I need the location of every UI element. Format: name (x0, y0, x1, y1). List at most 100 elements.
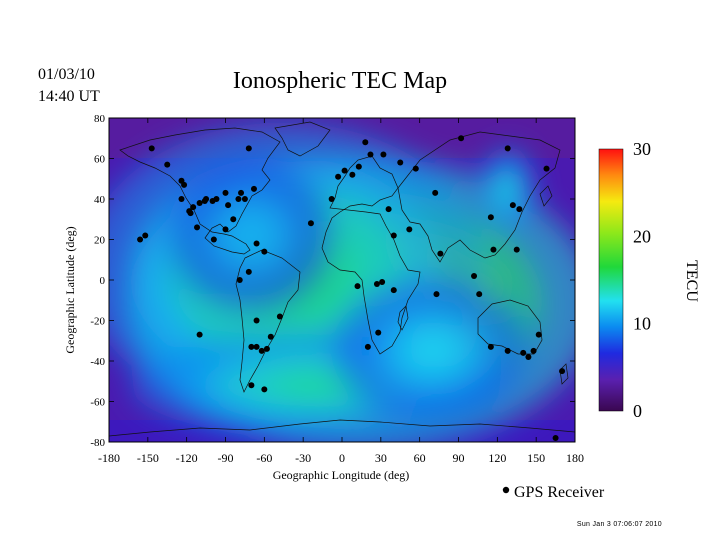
colorbar-label: TECU (683, 260, 700, 302)
gps-receiver-point (258, 347, 265, 354)
colorbar-tick-label: 30 (633, 139, 651, 159)
tec-blob-8-layer-4 (501, 179, 514, 199)
gps-receiver-point (213, 196, 220, 202)
gps-receiver-point (307, 220, 314, 227)
y-axis-label: Geographic Latitude (deg) (63, 226, 77, 353)
x-tick-label: 120 (488, 451, 506, 465)
gps-receiver-point (263, 345, 270, 352)
x-axis-label: Geographic Longitude (deg) (273, 468, 410, 482)
gps-receiver-point (490, 246, 497, 253)
timestamp-block: 01/03/10 14:40 UT (38, 64, 100, 108)
gps-receiver-point (504, 145, 511, 152)
y-tick-label: -80 (90, 437, 105, 449)
chart-title: Ionospheric TEC Map (232, 68, 448, 94)
gps-receiver-point (355, 163, 362, 170)
gps-receiver-point (530, 347, 537, 354)
gps-receiver-point (354, 283, 361, 290)
legend-gps-marker (502, 486, 510, 494)
gps-receiver-point (379, 279, 386, 286)
coastlines (109, 121, 575, 437)
gps-receiver-point (222, 226, 229, 233)
gps-receiver-point (250, 185, 257, 192)
gps-receiver-point (235, 196, 242, 202)
y-tick-label: -60 (90, 397, 105, 409)
gps-receiver-point (181, 181, 188, 188)
gps-receiver-point (390, 287, 397, 294)
gps-receiver-point (412, 165, 419, 172)
colorbar-ticks: 30 20 10 0 (633, 139, 651, 421)
gps-receiver-point (267, 333, 274, 340)
tec-blob-6-layer-4 (409, 333, 456, 368)
gps-receiver-point (253, 317, 260, 324)
gps-receiver-point (230, 216, 237, 223)
x-tick-label: -90 (218, 451, 234, 465)
x-tick-label: -180 (98, 451, 120, 465)
x-tick-label: 90 (453, 451, 465, 465)
x-tick-label: -150 (137, 451, 159, 465)
y-tick-label: 40 (94, 194, 106, 206)
gps-receiver-point (535, 331, 542, 338)
gps-receiver-point (559, 368, 566, 375)
coast-madagascar (397, 305, 409, 331)
coast-asia (397, 131, 561, 263)
y-tick-label: 20 (94, 235, 106, 247)
gps-receiver-point (210, 236, 217, 243)
gps-receiver-point (194, 224, 201, 231)
gps-receiver-point (222, 189, 229, 196)
gps-receiver-point (487, 343, 494, 350)
gps-receiver-point (341, 167, 348, 174)
coast-europe-africa (321, 155, 421, 355)
generation-timestamp: Sun Jan 3 07:06:07 2010 (576, 521, 662, 528)
x-tick-label: -60 (256, 451, 272, 465)
gps-receiver-point (406, 226, 413, 233)
y-tick-label: -20 (90, 316, 105, 328)
gps-receiver-point (364, 343, 371, 350)
gps-receiver-point (142, 232, 149, 239)
x-tick-label: -30 (295, 451, 311, 465)
gps-receiver-point (349, 171, 356, 178)
y-tick-label: 60 (94, 154, 106, 166)
coast-greenland (274, 121, 331, 157)
x-tick-label: 30 (375, 451, 387, 465)
gps-receiver-point (433, 291, 440, 298)
gps-receiver-point (245, 145, 252, 152)
coast-japan (539, 185, 553, 207)
gps-receiver-point (261, 386, 268, 393)
coast-new-zealand (559, 363, 569, 385)
gps-receiver-point (225, 202, 232, 209)
gps-receiver-point (513, 246, 520, 253)
x-tick-label: 180 (566, 451, 584, 465)
gps-receiver-point (248, 343, 255, 350)
tec-heatmap (109, 118, 575, 442)
gps-receiver-point (248, 382, 255, 389)
gps-receiver-point (476, 291, 483, 298)
gps-receiver-point (335, 173, 342, 180)
gps-receiver-point (509, 202, 516, 209)
gps-receiver-point (487, 214, 494, 221)
colorbar-tick-label: 10 (633, 314, 651, 334)
gps-receiver-point (241, 196, 248, 202)
gps-receiver-point (380, 151, 387, 158)
coast-south-america (235, 249, 301, 393)
gps-receiver-point (328, 196, 335, 202)
gps-receiver-point (437, 250, 444, 257)
gps-receiver-point (516, 206, 523, 213)
gps-receiver-point (196, 331, 203, 338)
gps-receiver-point (520, 349, 527, 356)
y-tick-label: -40 (90, 356, 105, 368)
gps-receiver-point (148, 145, 155, 152)
gps-receiver-point (253, 240, 260, 247)
x-tick-label: 0 (339, 451, 345, 465)
y-tick-label: 80 (94, 113, 106, 125)
gps-receiver-point (190, 204, 197, 211)
gps-receiver-point (367, 151, 374, 158)
gps-receiver-point (471, 272, 478, 279)
gps-receiver-point (201, 198, 208, 205)
x-tick-label: 150 (527, 451, 545, 465)
x-tick-label: -120 (176, 451, 198, 465)
gps-receiver-point (137, 236, 144, 243)
colorbar-tick-label: 20 (633, 226, 651, 246)
gps-receiver-point (362, 139, 369, 146)
y-tick-label: 0 (100, 275, 106, 287)
